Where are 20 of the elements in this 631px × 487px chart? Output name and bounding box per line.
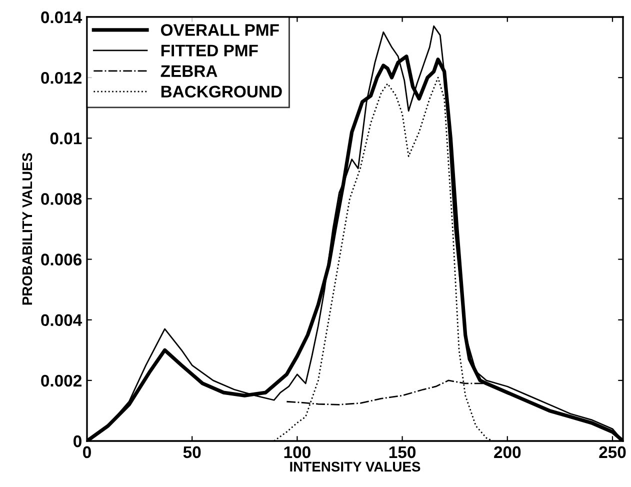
x-tick-label: 50 <box>183 446 201 458</box>
y-axis-title: PROBABILITY VALUES <box>22 153 32 305</box>
y-tick-label: 0.002 <box>41 374 82 387</box>
legend-label: ZEBRA <box>160 65 218 77</box>
x-tick-label: 200 <box>494 446 521 458</box>
y-tick-label: 0 <box>74 435 82 448</box>
y-tick-label: 0.014 <box>41 11 82 24</box>
legend-label: BACKGROUND <box>161 86 282 98</box>
y-tick-label: 0.008 <box>41 193 82 205</box>
y-tick-label: 0.004 <box>41 314 82 326</box>
y-tick-label: 0.006 <box>41 254 82 266</box>
x-tick-label: 250 <box>599 446 626 458</box>
x-tick-label: 0 <box>83 446 91 458</box>
x-tick-label: 100 <box>284 446 310 458</box>
y-tick-label: 0.01 <box>50 132 82 144</box>
y-tick-label: 0.012 <box>41 72 82 84</box>
legend-label: FITTED PMF <box>161 44 258 56</box>
x-axis-title: INTENSITY VALUES <box>290 462 420 472</box>
legend-label: OVERALL PMF <box>161 24 279 36</box>
x-tick-label: 150 <box>389 446 416 458</box>
